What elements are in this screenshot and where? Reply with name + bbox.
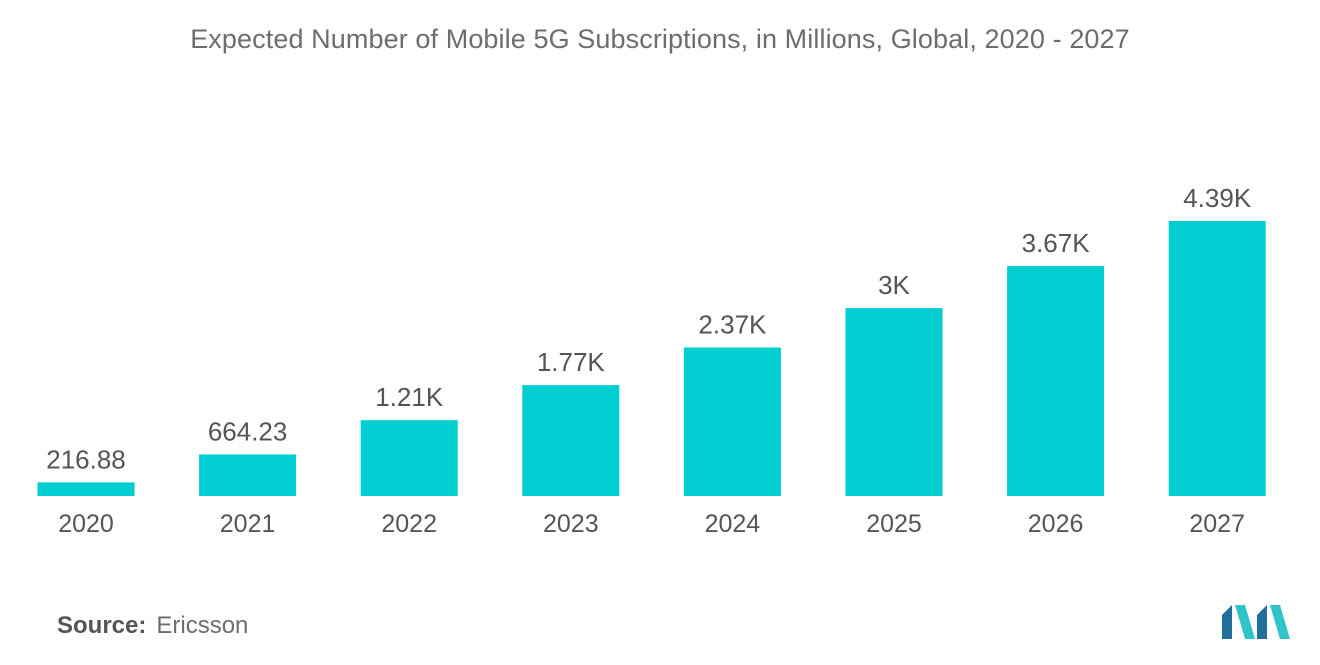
bar-2022 xyxy=(360,420,458,496)
bar-2025 xyxy=(845,308,943,496)
bar-2024 xyxy=(683,347,781,496)
bar-2021 xyxy=(199,454,297,496)
data-label-2021: 664.23 xyxy=(208,416,288,446)
mordor-intelligence-logo-icon xyxy=(1222,605,1290,639)
source-note: Source: Ericsson xyxy=(57,612,248,640)
bar-2023 xyxy=(522,385,620,496)
data-label-2024: 2.37K xyxy=(698,310,767,340)
x-tick-label-2023: 2023 xyxy=(543,510,599,538)
logo-shape-left xyxy=(1222,605,1232,639)
x-tick-label-2026: 2026 xyxy=(1028,510,1084,538)
chart-title: Expected Number of Mobile 5G Subscriptio… xyxy=(190,24,1130,54)
logo-shape-right xyxy=(1270,605,1290,639)
logo-shape-mid-left xyxy=(1235,605,1255,639)
bar-chart: 216.88 2020 664.23 2021 1.21K 2022 1.77K 2023 2.… xyxy=(37,183,1266,538)
x-tick-label-2027: 2027 xyxy=(1189,510,1245,538)
data-label-2022: 1.21K xyxy=(375,382,444,412)
bar-2027 xyxy=(1168,221,1266,496)
data-label-2027: 4.39K xyxy=(1183,183,1252,213)
x-tick-label-2022: 2022 xyxy=(381,510,437,538)
x-tick-label-2025: 2025 xyxy=(866,510,922,538)
data-label-2023: 1.77K xyxy=(537,347,606,377)
data-label-2025: 3K xyxy=(878,270,910,300)
data-label-2026: 3.67K xyxy=(1022,228,1091,258)
data-label-2020: 216.88 xyxy=(46,444,126,474)
x-tick-label-2021: 2021 xyxy=(220,510,276,538)
source-value: Ericsson xyxy=(156,612,249,639)
source-label: Source: xyxy=(57,612,147,639)
logo-shape-mid-right xyxy=(1257,605,1267,639)
bar-2020 xyxy=(37,482,135,496)
x-tick-label-2024: 2024 xyxy=(705,510,761,538)
x-tick-label-2020: 2020 xyxy=(58,510,114,538)
bar-2026 xyxy=(1007,266,1105,496)
